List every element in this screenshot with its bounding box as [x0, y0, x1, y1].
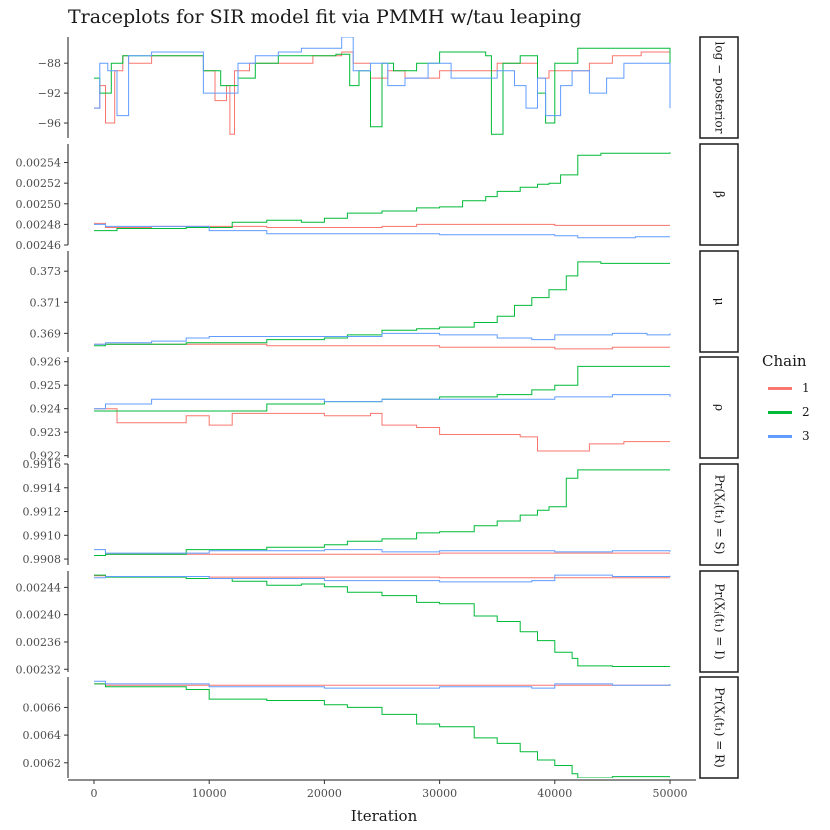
- facet-strip: [699, 570, 739, 673]
- y-tick-label: 0.9908: [23, 553, 62, 566]
- y-tick-label: −92: [38, 87, 61, 100]
- legend-label-1: 1: [802, 381, 810, 395]
- series-line-chain-2: [94, 261, 670, 347]
- series-line-chain-2: [94, 469, 670, 556]
- facet-strip-label: μ: [713, 298, 727, 306]
- y-tick-label: 0.9916: [23, 458, 62, 471]
- legend-label-3: 3: [802, 429, 810, 443]
- series-line-chain-3: [94, 332, 671, 345]
- y-tick-label: 0.9914: [23, 482, 62, 495]
- legend-swatch-2: [768, 410, 792, 414]
- facet-strip-label: Pr(Xⱼ(t₁) = S): [713, 475, 727, 555]
- facet-strip: [699, 250, 739, 353]
- legend-title: Chain: [762, 352, 807, 370]
- series-line-chain-1: [94, 222, 670, 228]
- x-tick-label: 10000: [192, 787, 227, 800]
- y-tick-label: 0.00244: [16, 581, 62, 594]
- facet-strip: [699, 676, 739, 779]
- y-tick-label: 0.9912: [23, 506, 62, 519]
- facet-panel-7: 0.0066 0.0064 0.0062 Pr(Xⱼ(t₁) = R): [23, 676, 739, 779]
- y-tick-label: 0.0064: [23, 729, 62, 742]
- facet-strip: [699, 356, 739, 459]
- series-line-chain-3: [94, 549, 671, 554]
- facet-strip-label: log − posterior: [713, 42, 727, 134]
- legend-item-2: 2: [762, 400, 828, 424]
- y-tick-label: 0.925: [30, 379, 62, 392]
- x-tick-label: 40000: [537, 787, 572, 800]
- y-tick-label: 0.371: [30, 296, 62, 309]
- series-line-chain-3: [94, 37, 671, 117]
- facet-panel-6: 0.00244 0.00240 0.00236 0.00232 Pr(Xⱼ(t₁) = …: [16, 570, 739, 676]
- legend: Chain 1 2 3: [762, 352, 828, 448]
- series-line-chain-3: [94, 680, 671, 689]
- series-line-chain-1: [94, 408, 670, 452]
- x-tick-label: 20000: [307, 787, 342, 800]
- facet-strip-label: β: [713, 191, 727, 198]
- series-line-chain-2: [94, 365, 670, 412]
- series-line-chain-2: [94, 683, 670, 778]
- series-line-chain-2: [94, 152, 671, 232]
- series-line-chain-2: [94, 574, 670, 667]
- x-axis: 0 10000 20000 30000 40000 50000 Iteration: [68, 779, 696, 825]
- facet-strip: [699, 36, 739, 139]
- series-line-chain-3: [94, 574, 671, 583]
- series-line-chain-3: [94, 394, 671, 410]
- facet-strip-label: ρ: [713, 404, 727, 411]
- legend-swatch-1: [768, 386, 792, 390]
- y-tick-label: 0.00252: [16, 177, 62, 190]
- chart-title: Traceplots for SIR model fit via PMMH w/…: [68, 6, 582, 28]
- y-tick-label: 0.00246: [16, 239, 62, 252]
- y-tick-label: −88: [38, 57, 61, 70]
- y-tick-label: 0.00232: [16, 663, 62, 676]
- facet-panel-4: 0.926 0.925 0.924 0.923 0.922 ρ: [30, 356, 739, 463]
- y-tick-label: 0.373: [30, 265, 62, 278]
- facet-strip: [699, 463, 739, 566]
- facet-strip: [699, 143, 739, 246]
- y-tick-label: 0.9910: [23, 529, 62, 542]
- legend-item-1: 1: [762, 376, 828, 400]
- y-tick-label: 0.00248: [16, 218, 62, 231]
- y-tick-label: 0.926: [30, 356, 62, 369]
- y-tick-label: 0.00250: [16, 198, 62, 211]
- y-tick-label: −96: [38, 117, 61, 130]
- x-tick-label: 0: [91, 787, 98, 800]
- facet-panel-1: −88 −92 −96 log − posterior: [38, 36, 739, 139]
- x-tick-label: 50000: [653, 787, 688, 800]
- series-line-chain-3: [94, 223, 670, 239]
- facet-strip-label: Pr(Xⱼ(t₁) = I): [713, 583, 727, 659]
- facet-strip-label: Pr(Xⱼ(t₁) = R): [713, 687, 727, 768]
- y-tick-label: 0.369: [30, 327, 62, 340]
- x-tick-label: 30000: [422, 787, 457, 800]
- facet-panel-3: 0.373 0.371 0.369 μ: [30, 250, 739, 353]
- facet-panel-5: 0.9916 0.9914 0.9912 0.9910 0.9908 Pr(Xⱼ(t₁) …: [23, 458, 739, 566]
- y-tick-label: 0.923: [30, 426, 62, 439]
- y-tick-label: 0.00254: [16, 157, 62, 170]
- series-line-chain-2: [94, 47, 671, 135]
- y-tick-label: 0.00240: [16, 609, 62, 622]
- y-tick-label: 0.924: [30, 403, 62, 416]
- y-tick-label: 0.0062: [23, 757, 62, 770]
- series-line-chain-1: [94, 343, 670, 350]
- y-tick-label: 0.00236: [16, 636, 62, 649]
- legend-item-3: 3: [762, 424, 828, 448]
- y-tick-label: 0.922: [30, 450, 62, 463]
- y-tick-label: 0.0066: [23, 701, 62, 714]
- legend-label-2: 2: [802, 405, 810, 419]
- x-axis-title: Iteration: [351, 807, 418, 825]
- legend-swatch-3: [768, 434, 792, 438]
- facet-panel-2: 0.00254 0.00252 0.00250 0.00248 0.00246 β: [16, 143, 739, 252]
